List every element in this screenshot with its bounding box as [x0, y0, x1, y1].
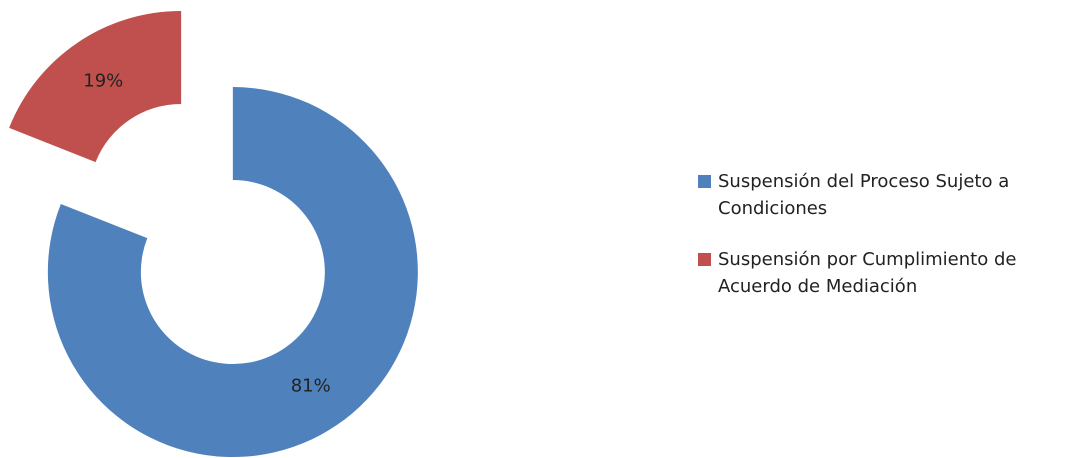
legend-item: Suspensión por Cumplimiento de Acuerdo d…	[698, 246, 1068, 300]
legend-label: Suspensión del Proceso Sujeto a Condicio…	[718, 171, 1010, 219]
data-label: 81%	[291, 376, 331, 397]
legend-item: Suspensión del Proceso Sujeto a Condicio…	[698, 168, 1068, 222]
data-label: 19%	[83, 70, 123, 91]
plot: 81% 19%	[9, 10, 418, 458]
donut-slice	[47, 87, 418, 458]
legend-swatch	[698, 253, 711, 266]
legend-swatch	[698, 175, 711, 188]
legend-label: Suspensión por Cumplimiento de Acuerdo d…	[718, 249, 1017, 297]
donut-slice	[9, 10, 182, 163]
